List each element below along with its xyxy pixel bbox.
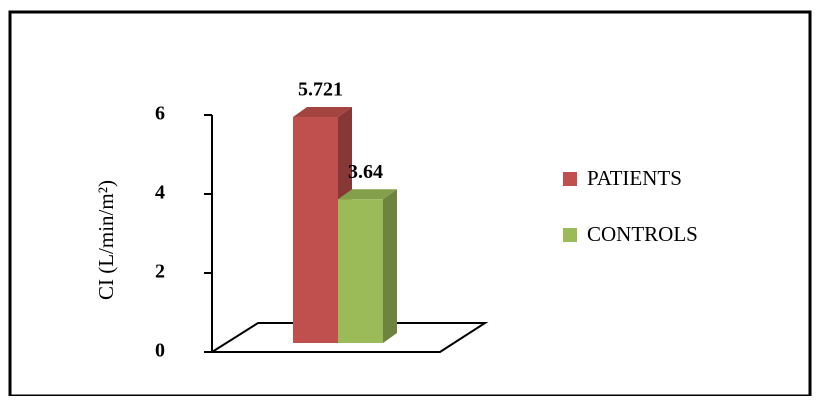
y-axis-label: CI (L/min/m²) [94,180,118,300]
legend-swatch [563,228,577,242]
y-tick-label: 0 [155,340,165,362]
bar [338,199,383,343]
bar [293,117,338,343]
bar-side [383,189,397,343]
value-label: 3.64 [348,161,383,183]
y-tick-label: 4 [155,182,165,204]
value-label: 5.721 [298,79,343,101]
bar-top [293,107,352,118]
bar-top [338,189,397,200]
legend-swatch [563,172,577,186]
y-tick-label: 6 [155,103,165,125]
y-tick-label: 2 [155,261,165,283]
legend-label: CONTROLS [587,222,698,246]
legend-label: PATIENTS [587,166,682,190]
